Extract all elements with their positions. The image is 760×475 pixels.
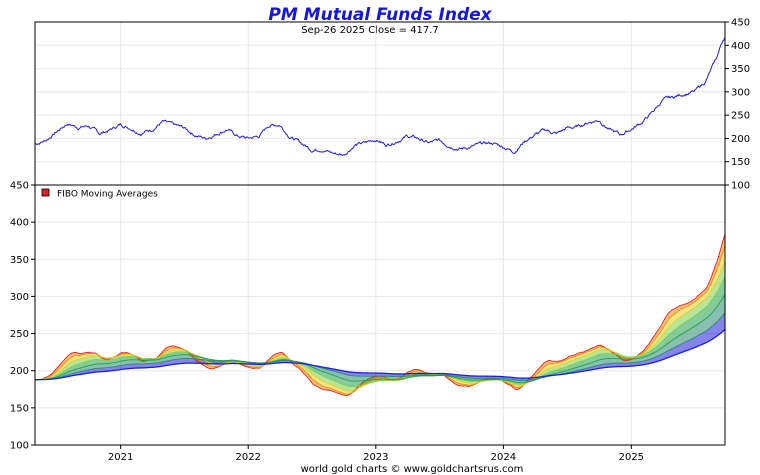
top-y-tick-label: 150	[731, 157, 750, 168]
x-axis: 2021 2022 2023 2024 2025	[108, 445, 644, 463]
x-tick-label: 2024	[491, 452, 516, 463]
moving-average-line	[34, 294, 726, 383]
x-tick-label: 2022	[235, 452, 260, 463]
ma-ribbon	[35, 245, 725, 395]
bottom-grid	[35, 185, 725, 445]
bottom-y-tick-label: 300	[10, 292, 29, 303]
moving-average-line	[35, 329, 726, 381]
bottom-y-tick-label: 400	[10, 218, 29, 229]
legend-label: FIBO Moving Averages	[57, 190, 158, 200]
bottom-y-tick-label: 150	[10, 403, 29, 414]
legend-swatch	[41, 188, 50, 197]
top-y-tick-label: 200	[731, 134, 750, 145]
fibo-moving-averages	[34, 233, 726, 396]
x-tick-label: 2025	[619, 452, 644, 463]
x-tick-label: 2023	[363, 452, 388, 463]
x-tick-label: 2021	[108, 452, 133, 463]
moving-average-line	[34, 276, 726, 387]
ma-ribbon	[35, 260, 725, 392]
moving-average-line	[34, 233, 726, 396]
footer-credit: world gold charts © www.goldchartsrus.co…	[301, 464, 524, 475]
bottom-y-tick-label: 350	[10, 255, 29, 266]
top-grid	[35, 22, 725, 185]
top-y-tick-label: 250	[731, 111, 750, 122]
moving-average-line	[34, 245, 726, 395]
bottom-y-tick-label: 250	[10, 329, 29, 340]
top-y-tick-label: 450	[731, 18, 750, 29]
ma-ribbon	[35, 233, 725, 396]
ma-ribbon	[35, 294, 725, 383]
top-panel-frame	[34, 21, 726, 186]
chart-title: PM Mutual Funds Index	[268, 5, 492, 25]
chart-subtitle: Sep-26 2025 Close = 417.7	[301, 25, 439, 36]
top-y-tick-label: 300	[731, 87, 750, 98]
top-y-tick-label: 400	[731, 41, 750, 52]
close-price-line	[34, 36, 726, 156]
top-y-tick-label: 100	[731, 181, 750, 192]
top-y-tick-label: 350	[731, 64, 750, 75]
bottom-panel-frame	[34, 184, 726, 446]
top-panel: 100 150 200 250 300 350 400 450	[34, 18, 750, 192]
moving-average-line	[34, 260, 726, 392]
bottom-y-tick-label: 200	[10, 366, 29, 377]
bottom-y-tick-label: 100	[10, 441, 29, 452]
top-y-axis: 100 150 200 250 300 350 400 450	[725, 18, 750, 192]
moving-average-line	[35, 312, 726, 382]
bottom-y-axis: 100 150 200 250 300 350 400 450	[10, 181, 35, 452]
ma-ribbon	[35, 276, 725, 387]
bottom-y-tick-label: 450	[10, 181, 29, 192]
